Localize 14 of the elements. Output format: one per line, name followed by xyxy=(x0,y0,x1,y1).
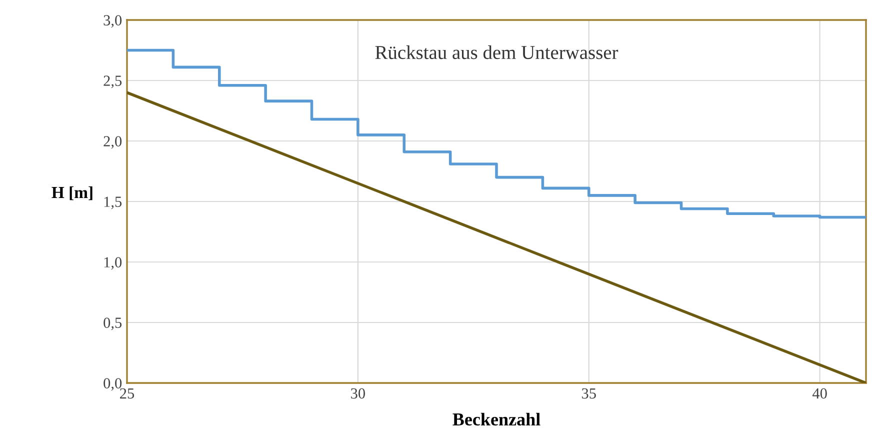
y-tick-label: 1,0 xyxy=(104,257,122,270)
y-tick-label: 1,5 xyxy=(104,196,122,210)
x-tick-label: 25 xyxy=(120,388,134,399)
y-tick-label: 2,5 xyxy=(104,76,122,88)
x-axis-title: Beckenzahl xyxy=(452,412,540,426)
y-tick-label: 2,0 xyxy=(104,136,122,149)
y-tick-label: 0,0 xyxy=(104,378,122,391)
y-tick-label: 0,5 xyxy=(104,318,122,330)
y-axis-title: H [m] xyxy=(52,186,92,200)
x-tick-label: 30 xyxy=(351,388,365,399)
x-tick-label: 35 xyxy=(582,388,596,399)
y-tick-label: 3,0 xyxy=(104,15,122,28)
x-tick-label: 40 xyxy=(812,388,827,399)
annotation: Rückstau aus dem Unterwasser xyxy=(375,45,618,60)
